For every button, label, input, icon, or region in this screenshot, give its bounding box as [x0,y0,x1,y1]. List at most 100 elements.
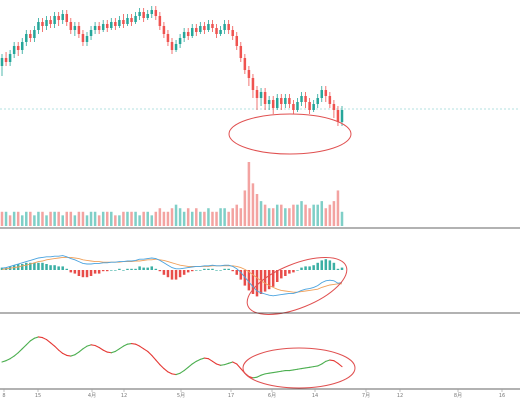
macd-histogram-bar [122,270,125,271]
oscillator-segment [276,370,282,373]
volume-bar [166,211,170,226]
candle-body [69,22,73,30]
volume-bar [223,208,226,226]
candle-body [77,26,81,34]
volume-bar [215,211,218,226]
x-tick-label: 8 [2,393,5,399]
volume-bar [211,211,214,226]
x-tick-label: 15 [35,393,41,399]
oscillator-segment [50,342,56,347]
candle [304,92,307,108]
candle-body [0,58,4,66]
oscillator-segment [199,357,205,360]
volume-bar [97,215,101,226]
oscillator-segment [118,345,124,350]
macd-histogram-bar [219,270,222,271]
volume-bar [304,204,307,226]
macd-histogram-bar [227,268,230,270]
candle [170,38,174,54]
candle-body [251,78,255,90]
oscillator-segment [159,364,165,370]
macd-histogram-bar [174,270,178,280]
macd-histogram-bar [235,270,239,275]
candle-body [101,24,105,30]
macd-histogram-bar [37,262,40,270]
volume-bar [93,211,97,226]
oscillator-segment [268,372,274,374]
candle [138,8,141,20]
oscillator-segment [62,352,68,356]
candle-body [138,12,141,16]
volume-bar [195,208,198,226]
candle-body [134,16,137,22]
volume-bar [105,211,109,226]
macd-histogram-bar [114,270,117,271]
candle [85,32,89,46]
oscillator-segment [179,370,185,374]
volume-bar [328,204,332,226]
candle [142,8,145,22]
candle [178,34,182,48]
volume-bar [69,211,73,226]
volume-bar [300,201,303,226]
candle [53,12,56,28]
oscillator-segment [45,339,52,344]
macd-histogram-bar [69,270,73,273]
macd-histogram-bar [29,262,32,270]
volume-bar [158,208,162,226]
oscillator-segment [195,358,201,362]
candle [308,98,311,114]
candle [174,40,178,52]
macd-histogram-bar [195,270,198,271]
volume-bar [231,208,234,226]
oscillator-segment [224,362,230,366]
candle [114,18,117,30]
volume-bar [146,211,149,226]
oscillator-segment [203,357,209,360]
oscillator-segment [135,343,141,347]
oscillator-segment [139,345,145,350]
macd-histogram-bar [134,268,137,270]
oscillator-segment [66,354,72,357]
candle-body [89,30,93,36]
candle-body [122,20,125,24]
candle [134,12,137,24]
macd-histogram-bar [316,262,319,270]
candle-body [275,98,279,108]
candle-body [235,36,239,46]
macd-histogram-bar [105,270,109,272]
volume-bar [312,204,315,226]
volume-bar [16,211,20,226]
oscillator-segment [288,369,294,372]
volume-bar [235,204,239,226]
volume-bar [275,204,279,226]
macd-dea-line [1,256,342,293]
volume-bar [308,208,311,226]
candle-body [316,98,319,104]
volume-bar [207,208,210,226]
volume-bar [8,215,12,226]
candle-body [203,26,206,30]
macd-histogram-bar [263,270,267,292]
candle-body [328,96,332,104]
candle [231,26,234,40]
volume-bar [174,204,178,226]
oscillator-segment [37,336,44,339]
volume-bar [340,211,344,226]
volume-bar [138,215,141,226]
candle [182,28,186,42]
volume-bar [190,211,194,226]
candle [284,94,287,108]
candle [118,16,121,28]
candle [300,92,303,106]
oscillator-segment [155,359,161,366]
macd-panel [0,255,348,315]
oscillator-segment [54,345,60,351]
macd-histogram-bar [223,268,226,270]
oscillator-segment [232,361,238,365]
volume-bar [0,211,4,226]
macd-histogram-bar [118,268,121,270]
macd-histogram-bar [142,267,145,270]
oscillator-segment [296,368,303,370]
candle-body [174,44,178,50]
